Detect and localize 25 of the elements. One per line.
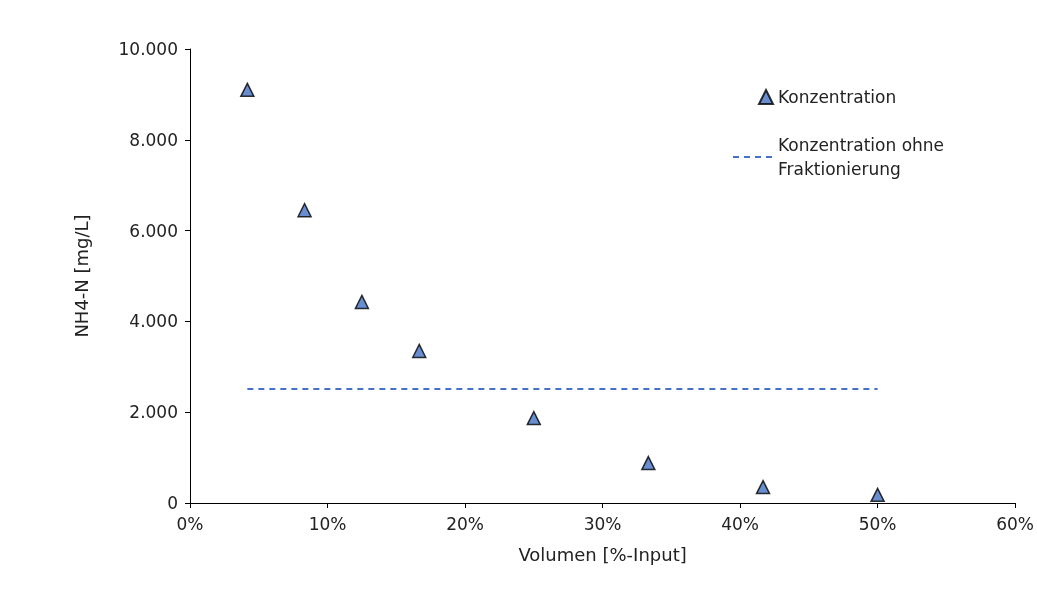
x-tick-label: 10% — [308, 513, 347, 534]
point — [870, 487, 885, 503]
x-tick-label: 60% — [996, 513, 1035, 534]
point — [411, 343, 427, 359]
y-tick-label: 8.000 — [129, 129, 178, 150]
y-tick-label: 6.000 — [129, 220, 178, 241]
point — [240, 82, 255, 98]
y-tick-label: 0 — [167, 493, 178, 513]
point — [755, 479, 771, 495]
x-tick-label: 20% — [446, 513, 484, 534]
point — [297, 202, 312, 218]
x-tick-label: 40% — [721, 513, 759, 534]
y-tick-label: 2.000 — [129, 402, 178, 423]
legend-label: Konzentration ohne Fraktionierung — [778, 135, 950, 179]
y-tick-label: 10.000 — [118, 39, 178, 59]
x-tick-label: 0% — [176, 513, 204, 534]
y-axis-title: NH4-N [mg/L] — [70, 214, 92, 338]
x-tick-label: 30% — [583, 513, 622, 534]
legend-label: Konzentration — [778, 87, 897, 107]
x-axis-title: Volumen [%-Input] — [518, 543, 687, 565]
point — [526, 410, 542, 426]
point — [354, 294, 370, 310]
x-tick-label: 50% — [858, 513, 897, 534]
point — [641, 455, 656, 471]
y-tick-label: 4.000 — [129, 311, 178, 332]
